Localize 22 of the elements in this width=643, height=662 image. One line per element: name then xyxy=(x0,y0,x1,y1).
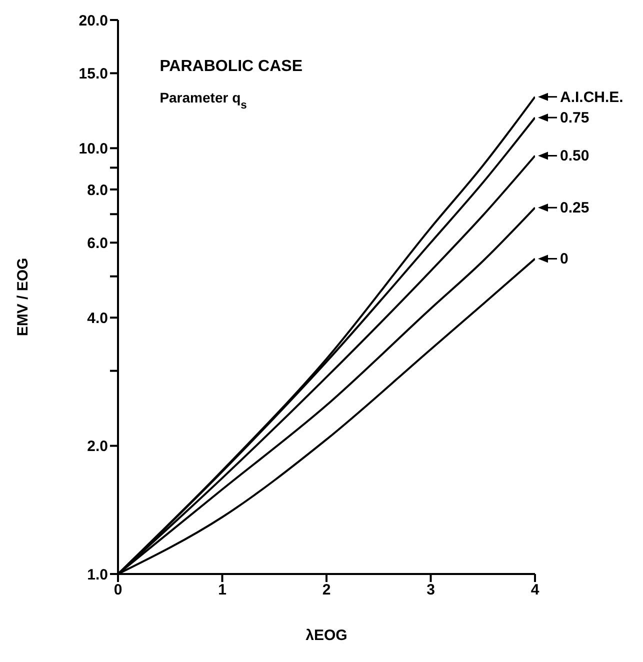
text: PARABOLIC CASE xyxy=(160,58,303,75)
y-tick-label: 2.0 xyxy=(87,438,108,456)
y-tick-label: 6.0 xyxy=(87,234,108,252)
legend-label: 0 xyxy=(560,250,568,268)
x-tick-label: 0 xyxy=(114,582,122,599)
y-tick-label: 8.0 xyxy=(87,182,108,199)
legend-title: Parameter q$_{s}$ xyxy=(160,90,247,112)
legend-label: 0.25 xyxy=(560,200,590,217)
y-tick-label: 1.0 xyxy=(87,566,108,584)
y-tick-label: 10.0 xyxy=(78,140,108,158)
legend-label: A.I.CH.E. xyxy=(560,88,624,106)
y-axis-title: EMV / EOG xyxy=(14,258,32,336)
x-tick-label: 4 xyxy=(530,582,540,599)
y-tick-label: 15.0 xyxy=(78,66,108,83)
x-tick-label: 2 xyxy=(322,582,331,599)
legend-label: 0.75 xyxy=(560,110,590,127)
x-tick-label: 3 xyxy=(426,582,435,599)
legend-label: 0.50 xyxy=(560,148,590,165)
y-tick-label: 4.0 xyxy=(87,310,108,327)
x-tick-label: 1 xyxy=(218,582,226,599)
y-tick-label: 20.0 xyxy=(78,12,108,30)
x-axis-title: λEOG xyxy=(306,627,348,644)
